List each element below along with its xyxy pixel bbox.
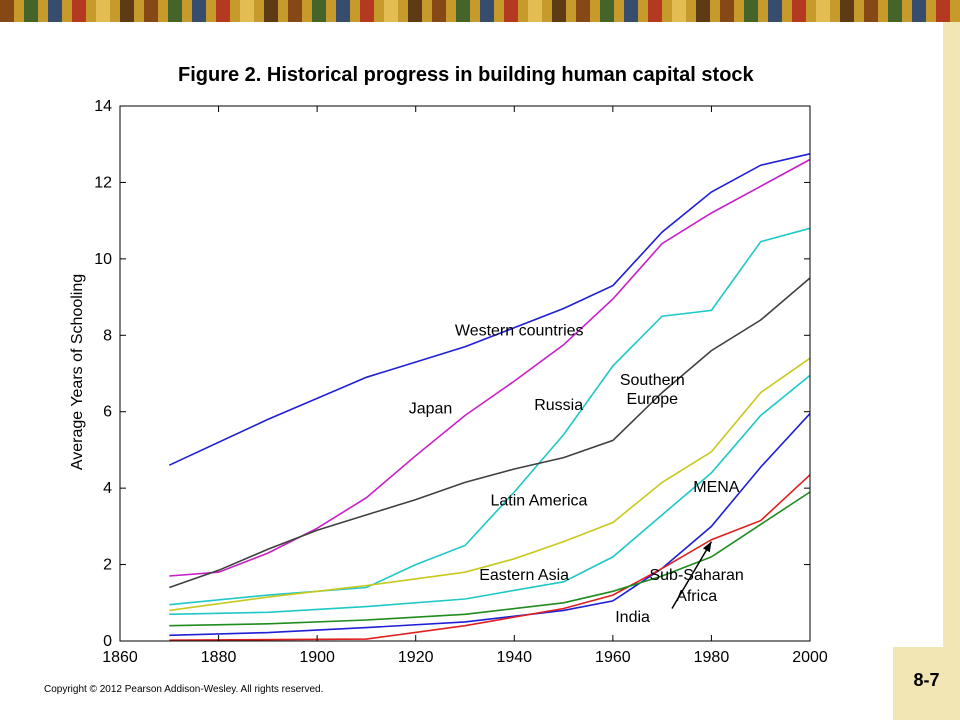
banner-pattern-tile <box>696 0 710 22</box>
x-tick-label: 1900 <box>299 649 335 666</box>
series-annotation: India <box>615 609 650 626</box>
banner-pattern-tile <box>912 0 926 22</box>
series-annotation: Western countries <box>455 322 584 339</box>
plot-frame <box>119 105 811 642</box>
banner-pattern-tile <box>552 0 566 22</box>
series-line-western-countries <box>168 153 811 466</box>
banner-pattern-tile <box>720 0 734 22</box>
chart-title: Figure 2. Historical progress in buildin… <box>178 64 754 86</box>
india-arrow-head <box>702 541 712 553</box>
series-line-sub-saharan-africa <box>169 491 811 627</box>
banner-pattern-tile <box>96 0 110 22</box>
banner-pattern-tile <box>384 0 398 22</box>
banner-pattern-tile <box>744 0 758 22</box>
labels-layer: Western countries Japan Russia Southern Euro… <box>409 322 744 626</box>
banner-pattern-tile <box>264 0 278 22</box>
axes-layer: 1860 1880 1900 1920 1940 1960 1980 2000 0 2 4 6 8 10 1… <box>94 98 828 666</box>
x-tick-label: 1860 <box>102 649 138 666</box>
series-line-japan <box>169 158 811 577</box>
banner-pattern-tile <box>816 0 830 22</box>
series-annotation: Latin America <box>490 492 587 509</box>
copyright-notice: Copyright © 2012 Pearson Addison-Wesley.… <box>44 684 324 695</box>
india-arrow-line <box>671 541 713 609</box>
series-line-southern-europe <box>169 277 811 589</box>
banner-pattern-tile <box>480 0 494 22</box>
x-tick-label: 1880 <box>201 649 237 666</box>
banner-pattern-tile <box>120 0 134 22</box>
decorative-side-strip <box>943 22 960 647</box>
banner-pattern-tile <box>48 0 62 22</box>
decorative-banner <box>0 0 960 22</box>
x-tick-label: 1960 <box>595 649 631 666</box>
banner-pattern-tile <box>144 0 158 22</box>
page-number-box <box>893 647 960 720</box>
banner-pattern-tile <box>864 0 878 22</box>
banner-pattern-tile <box>672 0 686 22</box>
series-annotation: Sub-Saharan <box>649 567 743 584</box>
banner-pattern-tile <box>648 0 662 22</box>
banner-pattern-tile <box>456 0 470 22</box>
series-line-mena <box>169 413 811 637</box>
banner-pattern-tile <box>216 0 230 22</box>
banner-pattern-tile <box>360 0 374 22</box>
series-annotation: Japan <box>409 401 453 418</box>
series-line-india <box>169 474 811 641</box>
banner-pattern-tile <box>192 0 206 22</box>
banner-pattern-tile <box>792 0 806 22</box>
y-tick-label: 14 <box>94 98 112 115</box>
banner-pattern-tile <box>312 0 326 22</box>
series-line-russia <box>169 227 811 606</box>
page-number: 8-7 <box>913 670 940 690</box>
y-tick-label: 2 <box>103 557 112 574</box>
series-layer <box>168 153 811 641</box>
banner-pattern-tile <box>768 0 782 22</box>
y-tick-label: 8 <box>103 327 112 344</box>
banner-pattern-tile <box>624 0 638 22</box>
x-tick-label: 1980 <box>694 649 730 666</box>
banner-pattern-tile <box>240 0 254 22</box>
y-tick-label: 6 <box>103 404 112 421</box>
banner-pattern-tile <box>336 0 350 22</box>
series-annotation: Southern <box>620 372 685 389</box>
series-annotation: Africa <box>676 588 717 605</box>
banner-pattern-tile <box>936 0 950 22</box>
banner-pattern-tile <box>24 0 38 22</box>
series-annotation: Eastern Asia <box>479 567 569 584</box>
banner-pattern-tile <box>576 0 590 22</box>
banner-pattern-tile <box>168 0 182 22</box>
banner-pattern-tile <box>432 0 446 22</box>
x-tick-label: 1920 <box>398 649 434 666</box>
banner-pattern-tile <box>600 0 614 22</box>
banner-pattern-tile <box>288 0 302 22</box>
y-tick-label: 4 <box>103 480 112 497</box>
banner-pattern-tile <box>504 0 518 22</box>
banner-pattern-tile <box>528 0 542 22</box>
y-tick-label: 12 <box>94 174 112 191</box>
x-tick-label: 2000 <box>792 649 828 666</box>
banner-pattern-tile <box>72 0 86 22</box>
banner-pattern-tile <box>888 0 902 22</box>
series-annotation: MENA <box>693 479 740 496</box>
series-line-eastern-asia <box>169 374 811 616</box>
series-annotation: Russia <box>534 397 583 414</box>
banner-pattern-tile <box>408 0 422 22</box>
series-line-latin-america <box>169 357 811 612</box>
y-tick-label: 0 <box>103 633 112 650</box>
y-axis-label: Average Years of Schooling <box>69 274 86 470</box>
x-tick-label: 1940 <box>496 649 532 666</box>
banner-pattern-tile <box>840 0 854 22</box>
series-annotation: Europe <box>626 391 678 408</box>
banner-pattern-tile <box>0 0 14 22</box>
y-tick-label: 10 <box>94 251 112 268</box>
